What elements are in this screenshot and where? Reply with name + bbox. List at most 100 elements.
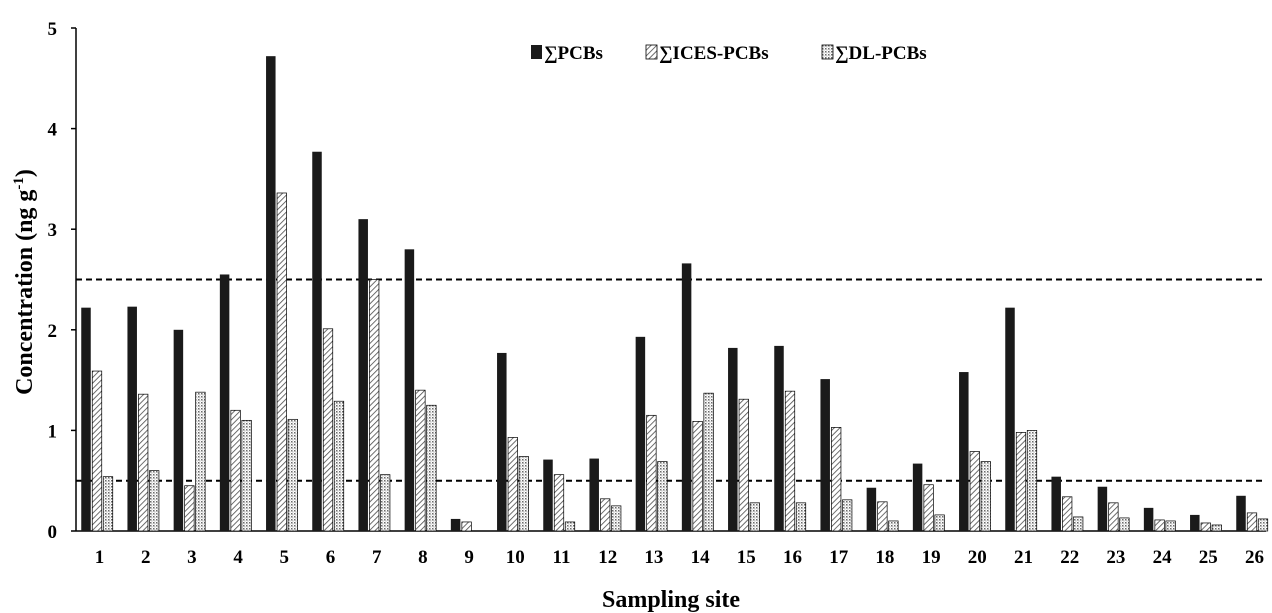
x-tick-label: 20 — [968, 547, 987, 568]
bar-ices-pcbs — [1108, 502, 1119, 532]
bar-pcbs — [1005, 307, 1015, 531]
legend-swatch-pcbs — [531, 45, 542, 59]
bar-ices-pcbs — [831, 427, 842, 532]
bar-pcbs — [173, 329, 184, 531]
bar-pcbs — [404, 249, 415, 531]
reference-lines — [76, 278, 1266, 482]
bar-pcbs — [1143, 507, 1154, 531]
y-tick-label: 2 — [48, 321, 58, 342]
x-tick-label: 15 — [737, 547, 756, 568]
bar-dl-pcbs — [657, 461, 668, 532]
x-tick-label: 2 — [141, 547, 151, 568]
bar-ices-pcbs — [877, 501, 888, 532]
x-tick-label: 10 — [506, 547, 525, 568]
bar-ices-pcbs — [1154, 519, 1165, 532]
bar-pcbs — [866, 487, 877, 531]
x-tick-label: 26 — [1245, 547, 1264, 568]
bar-pcbs — [820, 379, 830, 531]
bar-dl-pcbs — [426, 404, 437, 532]
bar-ices-pcbs — [322, 328, 334, 532]
x-tick-label: 23 — [1106, 547, 1125, 568]
y-axis: 0 1 2 3 4 5 — [48, 19, 77, 543]
x-tick-label: 7 — [372, 547, 382, 568]
x-tick-label: 25 — [1199, 547, 1218, 568]
bar-pcbs — [266, 56, 276, 531]
bar-ices-pcbs — [969, 451, 980, 532]
legend-swatch-dl — [821, 44, 834, 60]
x-tick-label: 17 — [829, 547, 849, 568]
bar-ices-pcbs — [600, 498, 611, 532]
bar-pcbs — [127, 306, 137, 531]
bar-ices-pcbs — [507, 437, 518, 532]
bar-pcbs — [1097, 486, 1108, 531]
bar-pcbs — [497, 352, 507, 531]
bar-dl-pcbs — [1257, 518, 1269, 532]
y-tick-label: 4 — [48, 120, 58, 141]
x-ticks: 1 2 3 4 5 6 7 8 9 10 11 12 13 14 15 16 17 18 19 20 21 22 23 24 2… — [95, 547, 1264, 568]
bar-ices-pcbs — [230, 409, 241, 532]
bar-ices-pcbs — [1200, 522, 1211, 532]
bar-dl-pcbs — [241, 419, 252, 532]
legend: ∑PCBs ∑ICES-PCBs ∑DL-PCBs — [531, 43, 927, 64]
y-axis-title-close: ) — [12, 169, 38, 177]
x-axis: 1 2 3 4 5 6 7 8 9 10 11 12 13 14 15 16 17 18 19 20 21 22 23 24 2… — [76, 530, 1266, 568]
x-tick-label: 6 — [326, 547, 336, 568]
bar-pcbs — [912, 463, 923, 531]
bar-dl-pcbs — [1165, 520, 1176, 532]
bar-ices-pcbs — [692, 420, 703, 532]
bar-dl-pcbs — [1026, 430, 1038, 532]
legend-swatch-ices — [645, 44, 658, 60]
bar-ices-pcbs — [1246, 512, 1258, 532]
bar-ices-pcbs — [461, 521, 472, 532]
bar-ices-pcbs — [738, 398, 749, 532]
bar-dl-pcbs — [934, 514, 945, 532]
x-tick-label: 21 — [1014, 547, 1033, 568]
x-tick-label: 5 — [280, 547, 290, 568]
bar-pcbs — [543, 459, 553, 531]
y-tick-label: 5 — [48, 19, 58, 40]
bar-pcbs — [450, 518, 461, 531]
bar-ices-pcbs — [91, 370, 103, 532]
y-tick-label: 0 — [48, 522, 58, 543]
bar-pcbs — [219, 274, 230, 531]
bar-dl-pcbs — [795, 502, 807, 532]
bar-dl-pcbs — [888, 520, 899, 532]
bar-pcbs — [635, 336, 646, 531]
bar-ices-pcbs — [923, 484, 934, 532]
y-ticks: 0 1 2 3 4 5 — [48, 19, 76, 543]
x-tick-label: 19 — [922, 547, 941, 568]
bar-pcbs — [959, 372, 969, 531]
bar-dl-pcbs — [380, 474, 391, 532]
x-tick-label: 9 — [464, 547, 474, 568]
x-tick-label: 1 — [95, 547, 105, 568]
bar-ices-pcbs — [784, 390, 796, 532]
y-axis-title-main: Concentration (ng g — [12, 190, 38, 395]
x-tick-label: 4 — [233, 547, 243, 568]
x-tick-label: 14 — [691, 547, 711, 568]
bar-pcbs — [312, 151, 322, 531]
bar-pcbs — [681, 263, 692, 531]
bar-ices-pcbs — [138, 393, 149, 532]
bar-pcbs — [728, 347, 738, 531]
legend-label-dl: ∑DL-PCBs — [835, 43, 927, 64]
x-tick-label: 12 — [598, 547, 617, 568]
x-tick-label: 3 — [187, 547, 197, 568]
bar-dl-pcbs — [564, 521, 576, 532]
bar-pcbs — [81, 307, 91, 531]
bar-dl-pcbs — [842, 499, 853, 532]
y-tick-label: 1 — [48, 421, 58, 442]
bar-pcbs — [1051, 476, 1061, 531]
x-tick-label: 18 — [875, 547, 894, 568]
x-tick-label: 22 — [1060, 547, 1079, 568]
bar-ices-pcbs — [646, 414, 657, 532]
legend-label-pcbs: ∑PCBs — [544, 43, 603, 64]
bar-dl-pcbs — [195, 391, 206, 532]
bar-ices-pcbs — [1015, 432, 1027, 532]
bar-pcbs — [774, 345, 784, 531]
y-tick-label: 3 — [48, 220, 58, 241]
bars — [81, 56, 1269, 532]
x-tick-label: 11 — [553, 547, 571, 568]
x-axis-title: Sampling site — [602, 587, 740, 613]
bar-dl-pcbs — [518, 456, 529, 532]
